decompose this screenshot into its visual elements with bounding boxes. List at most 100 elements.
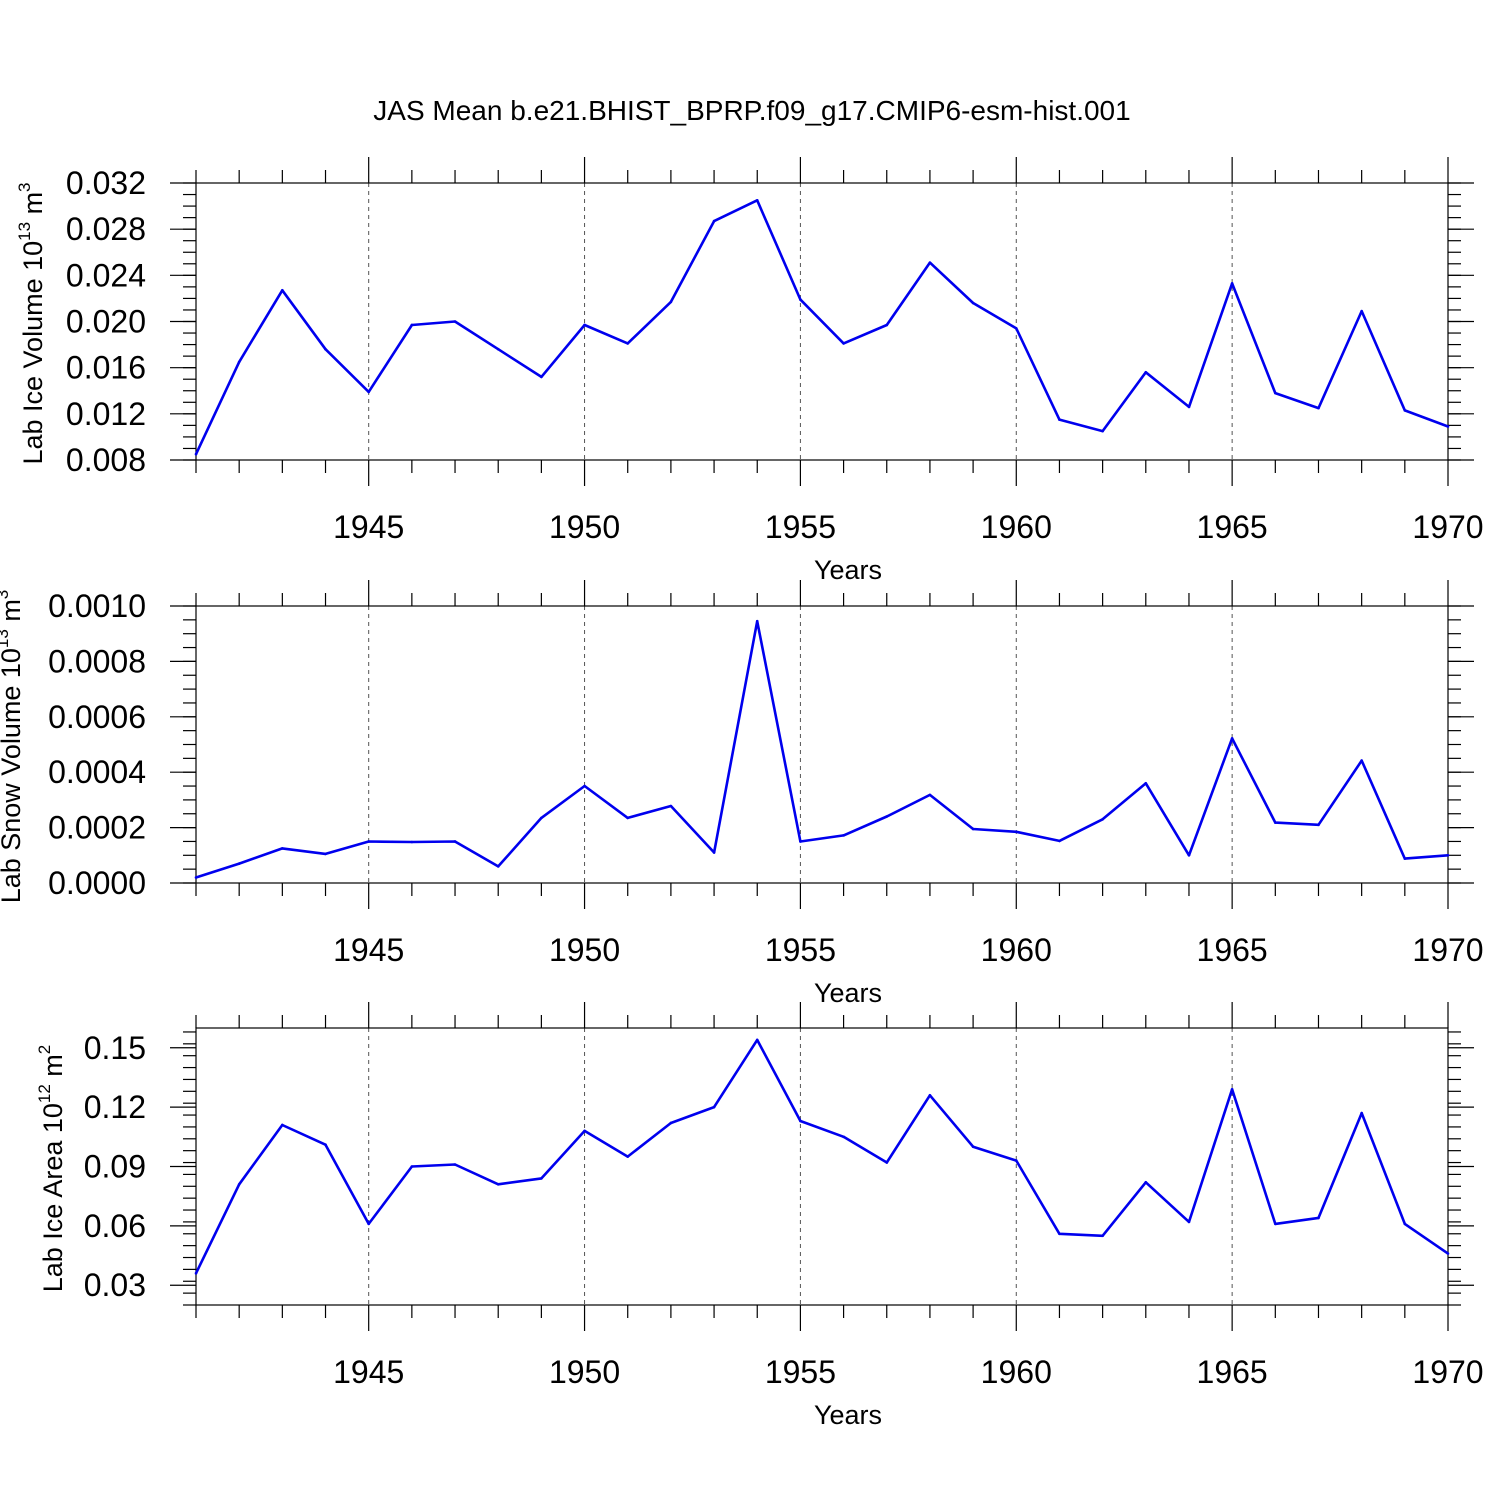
- data-point: [1360, 1111, 1363, 1115]
- data-point: [453, 840, 457, 843]
- y-tick-label: 0.008: [66, 442, 146, 478]
- data-point: [453, 320, 457, 323]
- data-point: [237, 1183, 241, 1186]
- y-tick-label: 0.024: [66, 257, 146, 293]
- x-tick-label: 1955: [765, 1354, 836, 1390]
- data-point: [971, 301, 975, 305]
- data-point: [540, 816, 543, 820]
- data-point: [928, 261, 932, 264]
- data-point: [755, 199, 759, 202]
- x-tick-label: 1945: [333, 1354, 404, 1390]
- data-point: [755, 1038, 759, 1042]
- series-line: [194, 1038, 1449, 1274]
- data-point: [324, 347, 327, 351]
- data-point: [1014, 1159, 1018, 1162]
- y-tick-label: 0.03: [84, 1267, 146, 1303]
- data-point: [583, 784, 586, 788]
- data-point: [496, 865, 500, 868]
- data-point: [1446, 1252, 1450, 1255]
- data-point: [453, 1163, 457, 1166]
- x-tick-label: 1945: [333, 509, 404, 545]
- data-point: [367, 840, 370, 843]
- data-point: [842, 1135, 845, 1139]
- data-point: [842, 834, 845, 837]
- data-point: [1230, 737, 1234, 740]
- x-tick-label: 1950: [549, 932, 620, 968]
- data-point: [1230, 1088, 1234, 1091]
- x-axis-label: Years: [814, 978, 882, 1008]
- ice-area-panel: 0.03 0.06 0.09 0.12 0.15 1945 1950 1955 1960 1965…: [35, 1002, 1484, 1430]
- data-point: [626, 816, 630, 820]
- data-point: [237, 360, 241, 364]
- y-tick-label: 0.0000: [48, 865, 146, 901]
- data-point: [1274, 391, 1277, 395]
- data-point: [1446, 854, 1450, 857]
- data-point: [1058, 839, 1061, 843]
- y-tick-label: 0.0006: [48, 699, 146, 735]
- data-point: [1014, 327, 1018, 330]
- data-point: [281, 1123, 284, 1127]
- ice-volume-panel: 0.008 0.012 0.016 0.020 0.024 0.028 0.032 1945 1…: [15, 157, 1484, 585]
- data-point: [324, 1143, 327, 1147]
- data-point: [626, 1155, 630, 1158]
- x-tick-label: 1955: [765, 509, 836, 545]
- series-line: [194, 199, 1449, 455]
- data-point: [496, 1183, 500, 1186]
- data-point: [1446, 425, 1450, 428]
- x-tick-label: 1970: [1412, 932, 1483, 968]
- data-point: [669, 1121, 673, 1125]
- data-point: [367, 390, 370, 394]
- data-point: [1230, 282, 1234, 285]
- y-tick-label: 0.0008: [48, 643, 146, 679]
- y-tick-label: 0.09: [84, 1149, 146, 1185]
- data-point: [1274, 1222, 1277, 1226]
- y-tick-label: 0.012: [66, 396, 146, 432]
- data-point: [1360, 759, 1363, 762]
- y-axis-label: Lab Ice Area 1012 m2: [35, 1045, 68, 1293]
- y-tick-label: 0.0002: [48, 810, 146, 846]
- data-point: [928, 1093, 932, 1097]
- data-point: [885, 815, 889, 818]
- series-line: [195, 619, 1449, 879]
- y-tick-label: 0.0004: [48, 754, 146, 790]
- y-tick-label: 0.06: [84, 1208, 146, 1244]
- data-point: [1403, 1222, 1407, 1226]
- data-point: [1187, 1220, 1191, 1224]
- y-tick-label: 0.028: [66, 211, 146, 247]
- data-point: [583, 1129, 586, 1133]
- data-point: [1187, 405, 1191, 409]
- x-tick-label: 1965: [1197, 1354, 1268, 1390]
- data-point: [669, 804, 673, 808]
- data-point: [1014, 830, 1018, 834]
- data-point: [1101, 429, 1104, 433]
- x-tick-label: 1970: [1412, 1354, 1483, 1390]
- data-point: [1317, 406, 1320, 410]
- y-tick-label: 0.12: [84, 1089, 146, 1125]
- data-point: [799, 1119, 802, 1123]
- data-point: [928, 793, 932, 797]
- data-point: [496, 347, 500, 351]
- data-point: [540, 375, 543, 379]
- data-point: [281, 289, 284, 292]
- data-point: [1360, 309, 1363, 313]
- y-tick-label: 0.15: [84, 1030, 146, 1066]
- data-point: [237, 862, 241, 865]
- data-point: [324, 852, 327, 856]
- data-point: [1317, 823, 1320, 827]
- data-point: [885, 1161, 889, 1164]
- x-tick-label: 1950: [549, 1354, 620, 1390]
- data-point: [885, 323, 889, 327]
- y-axis-label: Lab Ice Volume 1013 m3: [15, 182, 48, 464]
- data-point: [410, 323, 414, 327]
- data-point: [1058, 1232, 1061, 1236]
- data-point: [410, 840, 414, 844]
- y-tick-label: 0.020: [66, 304, 146, 340]
- x-tick-label: 1970: [1412, 509, 1483, 545]
- data-point: [1403, 857, 1407, 860]
- data-point: [1403, 409, 1407, 412]
- data-point: [626, 342, 630, 345]
- data-point: [712, 1105, 716, 1109]
- x-tick-label: 1960: [981, 932, 1052, 968]
